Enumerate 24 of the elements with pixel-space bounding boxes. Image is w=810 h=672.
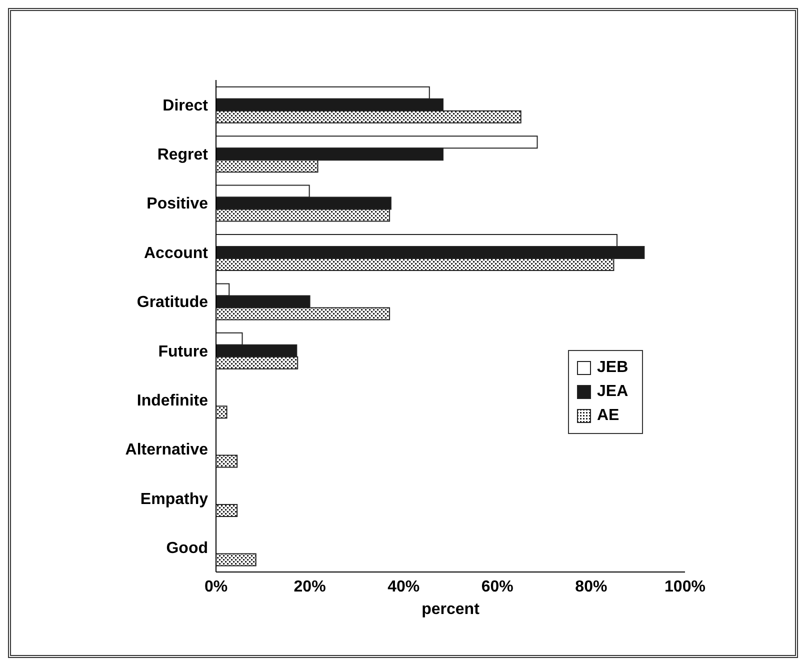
y-tick-label: Future bbox=[158, 343, 208, 360]
bar bbox=[216, 504, 238, 517]
bar bbox=[216, 553, 256, 566]
y-tick-label: Account bbox=[144, 244, 209, 262]
x-tick-label: 0% bbox=[204, 578, 228, 596]
x-tick-label: 100% bbox=[664, 578, 706, 596]
x-tick-label: 20% bbox=[294, 578, 326, 596]
x-tick-label: 80% bbox=[575, 578, 608, 596]
text: AE bbox=[597, 407, 620, 425]
x-tick-label: 40% bbox=[388, 578, 420, 596]
legend-label: JEA bbox=[597, 383, 628, 401]
y-tick-label: Alternative bbox=[125, 442, 208, 459]
y-tick-label: Regret bbox=[157, 146, 209, 164]
y-tick-label: Positive bbox=[146, 196, 208, 213]
bar bbox=[216, 454, 238, 468]
legend-label: JEB bbox=[597, 359, 628, 377]
y-tick-label: Indefinite bbox=[136, 392, 208, 410]
x-tick-label: 60% bbox=[481, 578, 514, 596]
y-tick-label: Good bbox=[166, 540, 208, 558]
y-tick-label: Direct bbox=[162, 97, 209, 114]
y-tick-label: Empathy bbox=[140, 490, 208, 508]
bar bbox=[216, 406, 228, 419]
x-axis-title: percent bbox=[422, 601, 480, 618]
y-tick-label: Gratitude bbox=[136, 294, 208, 312]
